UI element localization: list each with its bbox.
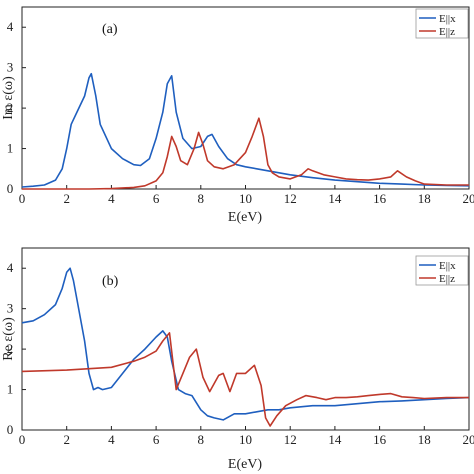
panel-label-a: (a) <box>102 22 118 37</box>
legend-label-e-z-a: E||z <box>439 26 455 38</box>
panel-a-im-epsilon: (a) Im ε(ω) E(eV) 0 2 4 6 8 10 12 14 16 18 2001234… <box>1 6 474 225</box>
x-tick-label-a: 4 <box>108 191 115 206</box>
y-tick-label-a: 0 <box>7 181 14 196</box>
legend-box-a <box>415 8 469 39</box>
x-tick-label-b: 6 <box>153 432 160 447</box>
legend-b: E||x E||z <box>415 255 469 286</box>
x-tick-label-a: 18 <box>418 191 431 206</box>
y-tick-label-a: 2 <box>7 100 14 115</box>
x-tick-label-b: 20 <box>463 432 474 447</box>
x-tick-label-b: 14 <box>328 432 342 447</box>
x-tick-label-b: 10 <box>239 432 252 447</box>
x-tick-label-b: 2 <box>63 432 70 447</box>
y-tick-label-a: 3 <box>7 60 14 75</box>
legend-label-e-x-b: E||x <box>439 260 456 272</box>
y-tick-label-a: 1 <box>7 141 14 156</box>
x-tick-label-b: 8 <box>198 432 205 447</box>
series-line-e-x-a <box>21 72 470 188</box>
y-tick-label-b: 2 <box>7 341 14 356</box>
x-tick-label-a: 2 <box>63 191 70 206</box>
legend-a: E||x E||z <box>415 8 469 39</box>
x-tick-label-b: 0 <box>19 432 26 447</box>
x-tick-label-a: 12 <box>284 191 297 206</box>
y-tick-label-b: 0 <box>7 422 14 437</box>
x-tick-label-a: 6 <box>153 191 160 206</box>
y-tick-label-a: 4 <box>7 19 14 34</box>
series-line-e-z-a <box>22 117 469 190</box>
ylabel-b: Re ε(ω) <box>1 317 16 361</box>
x-tick-label-a: 0 <box>19 191 26 206</box>
y-tick-label-b: 4 <box>7 260 14 275</box>
x-tick-label-b: 18 <box>418 432 431 447</box>
y-tick-label-b: 3 <box>7 301 14 316</box>
legend-box-b <box>415 255 469 286</box>
x-tick-label-b: 16 <box>373 432 387 447</box>
xlabel-a: E(eV) <box>228 210 263 225</box>
x-tick-label-a: 16 <box>373 191 387 206</box>
legend-label-e-z-b: E||z <box>439 273 455 285</box>
x-tick-label-a: 8 <box>198 191 205 206</box>
x-tick-label-a: 10 <box>239 191 252 206</box>
x-tick-label-a: 14 <box>328 191 342 206</box>
ylabel-a: Im ε(ω) <box>1 76 16 120</box>
plot-frame-a <box>21 6 470 190</box>
xlabel-b: E(eV) <box>228 457 263 472</box>
x-tick-label-b: 12 <box>284 432 297 447</box>
y-tick-label-b: 1 <box>7 382 14 397</box>
legend-label-e-x-a: E||x <box>439 13 456 25</box>
panel-b-re-epsilon: (b) Re ε(ω) E(eV) 0 2 4 6 8 10 12 14 16 18 2001234… <box>1 247 474 472</box>
series-line-e-x-b <box>21 267 470 421</box>
panel-label-b: (b) <box>102 274 119 289</box>
x-tick-label-a: 20 <box>463 191 474 206</box>
plot-frame-b <box>21 247 470 431</box>
series-line-e-z-b <box>21 332 469 427</box>
x-tick-label-b: 4 <box>108 432 115 447</box>
